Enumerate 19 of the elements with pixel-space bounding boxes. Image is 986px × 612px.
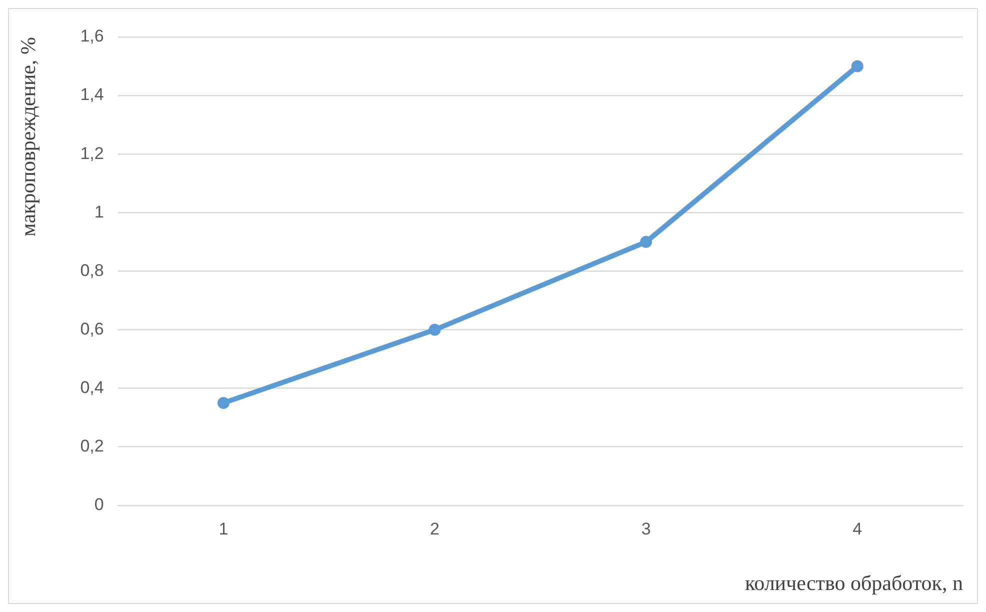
point	[428, 324, 441, 336]
y-axis-title: макроповреждение, %	[16, 37, 40, 236]
x-tick-label: 2	[430, 519, 440, 538]
point	[640, 236, 652, 248]
y-tick-label: 0	[94, 495, 104, 514]
y-tick-label: 0,2	[80, 436, 104, 456]
y-tick-label: 1,4	[80, 85, 104, 104]
x-axis-title: количество обработок, n	[744, 570, 964, 595]
x-tick-label: 1	[218, 519, 228, 538]
y-tick-label: 0,8	[80, 260, 104, 280]
y-tick-label: 0,6	[80, 319, 104, 338]
y-tick-label: 1,2	[80, 144, 104, 163]
point	[217, 396, 230, 409]
x-tick-label: 3	[641, 519, 651, 538]
x-tick-label: 4	[852, 519, 862, 538]
y-tick-label: 1	[94, 202, 104, 222]
y-tick-label: 0,4	[80, 378, 104, 397]
point	[851, 60, 864, 72]
y-tick-label: 1,6	[80, 26, 104, 46]
